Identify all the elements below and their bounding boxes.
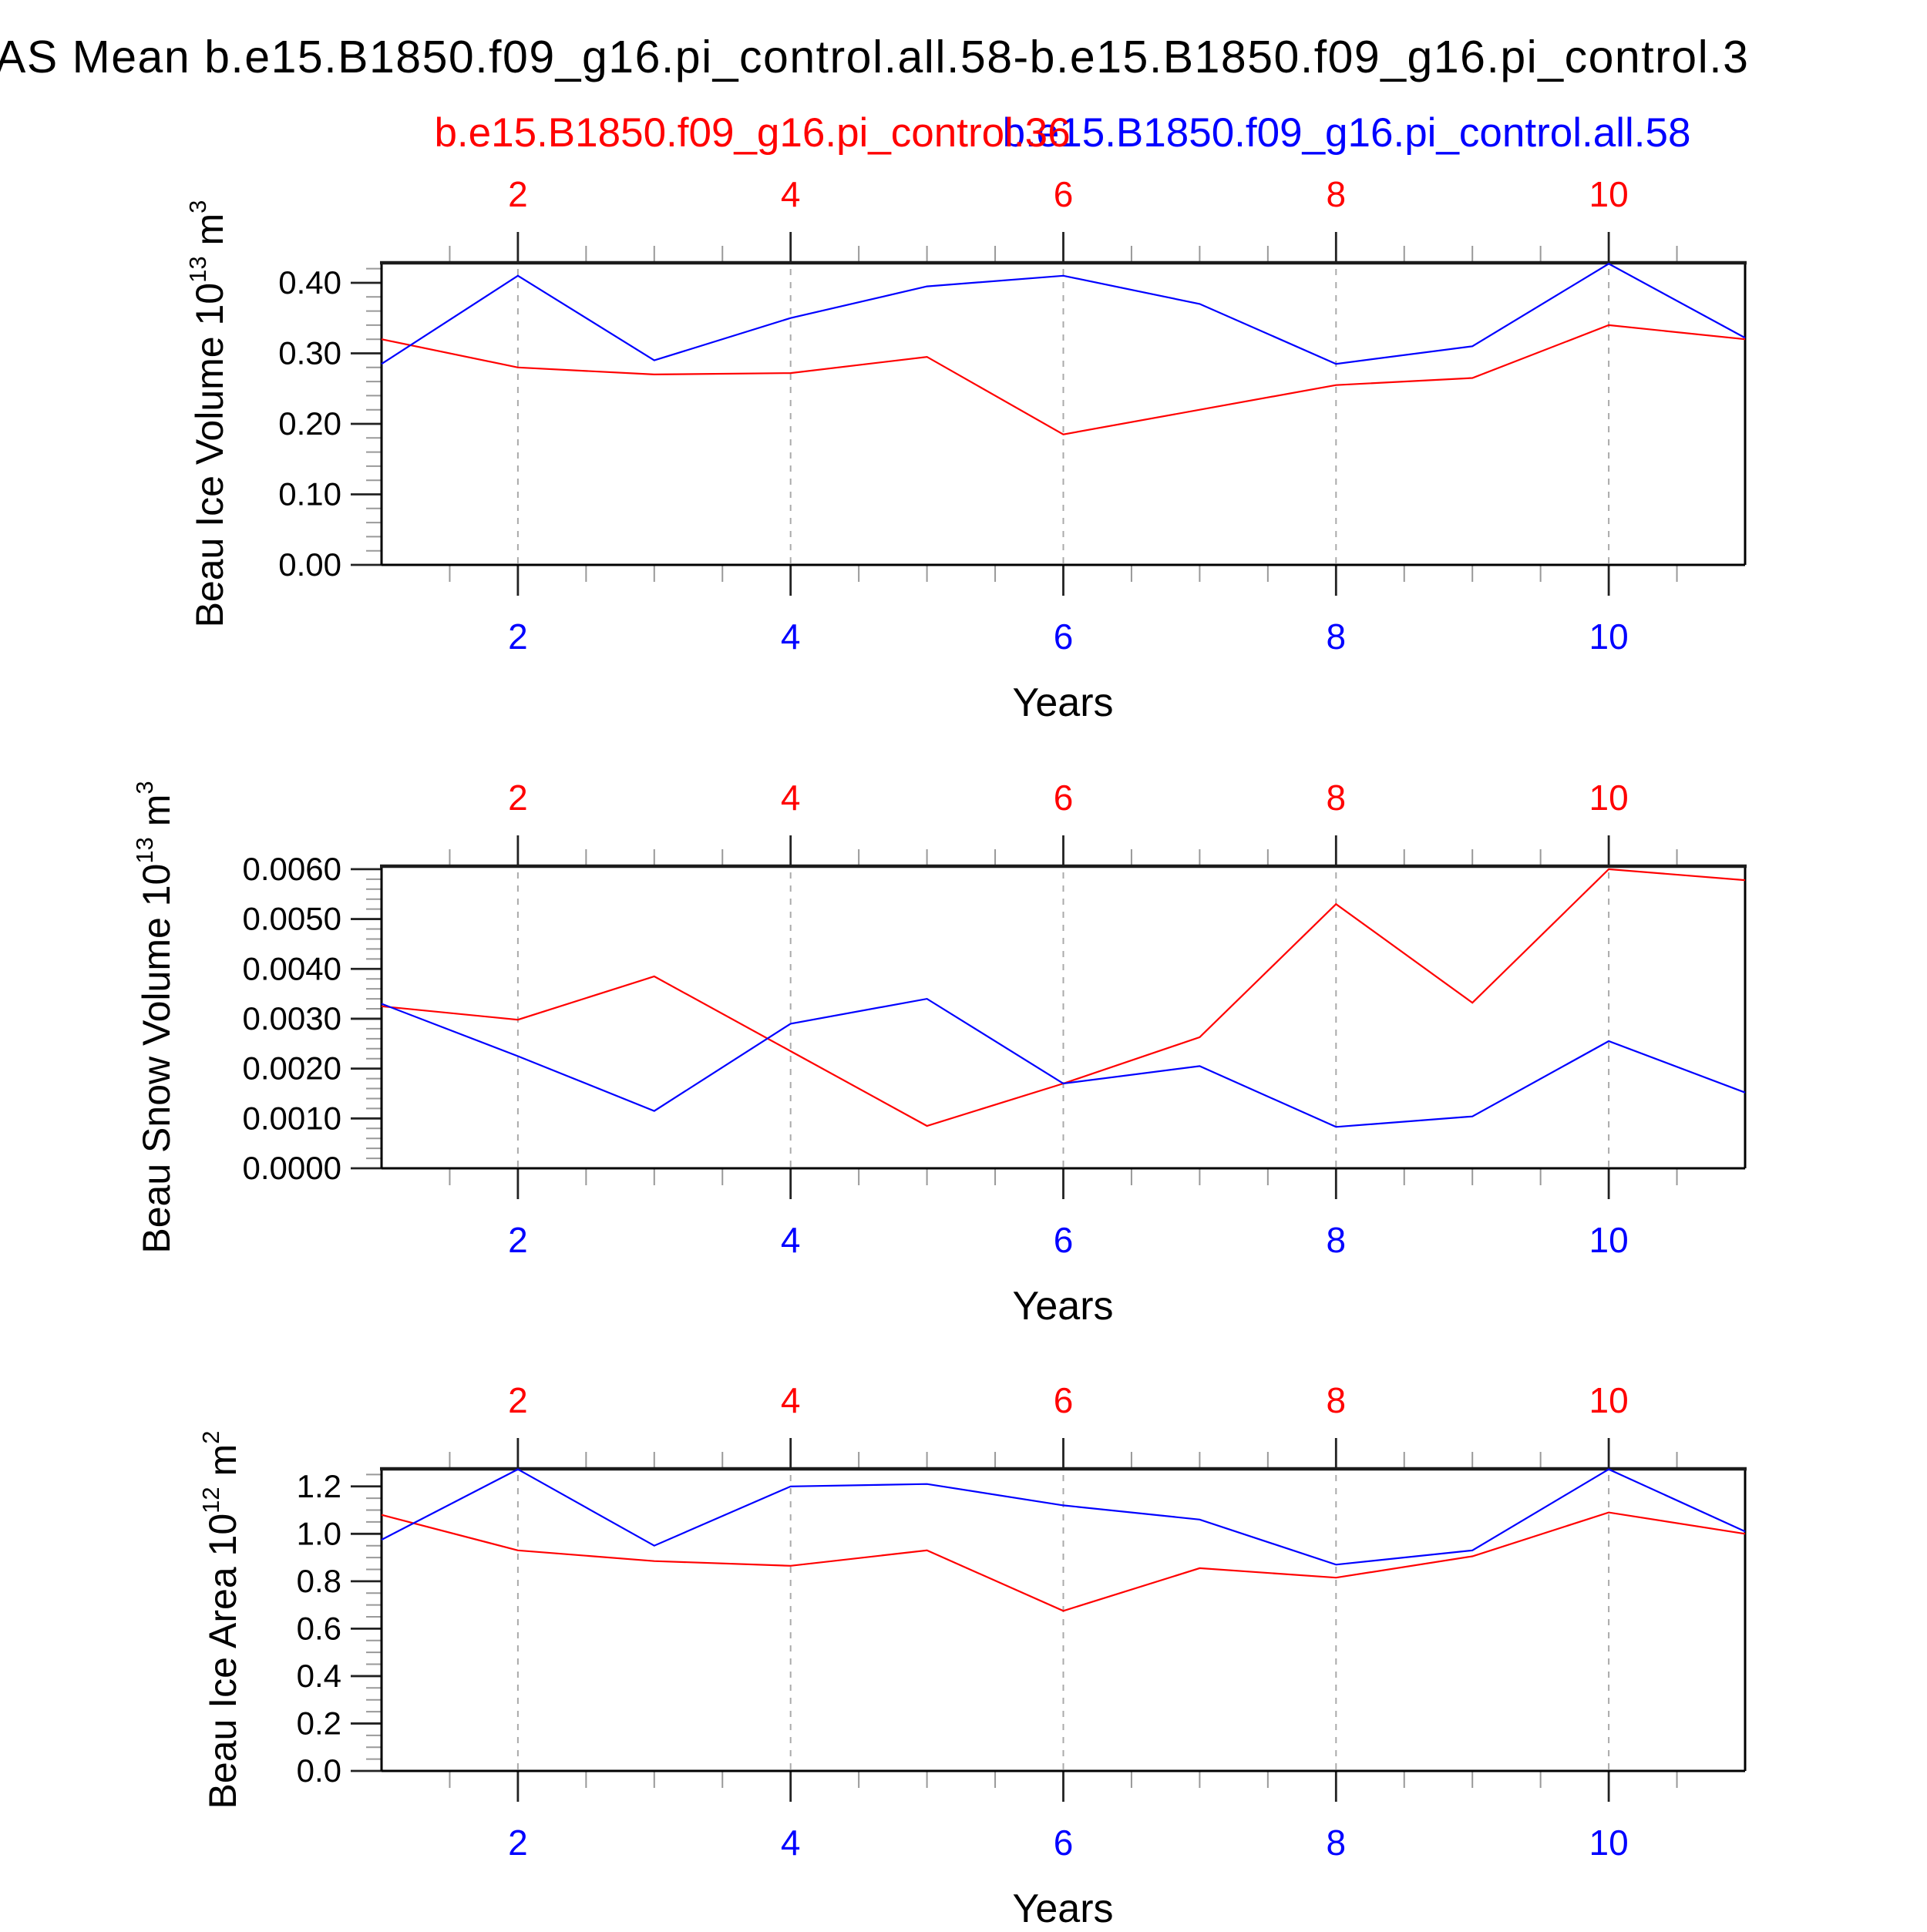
y-axis-tick-label: 0.6 — [297, 1610, 341, 1646]
bottom-axis-tick-label: 4 — [781, 617, 801, 657]
y-axis-title-snow-volume: Beau Snow Volume 1013 m3 — [130, 781, 179, 1254]
top-axis-tick-label: 4 — [781, 1380, 801, 1420]
exponent: 13 — [183, 256, 211, 283]
y-axis-tick-label: 0.0000 — [243, 1150, 341, 1186]
x-axis-title-chart1: Years — [1012, 680, 1114, 725]
top-axis-tick-label: 4 — [781, 778, 801, 818]
y-axis-tick-label: 1.0 — [297, 1515, 341, 1551]
bottom-axis-tick-label: 4 — [781, 1220, 801, 1260]
top-axis-tick-label: 2 — [508, 1380, 528, 1420]
legend-label-red: b.e15.B1850.f09_g16.pi_control.36 — [434, 110, 1071, 156]
y-axis-title-text: Beau Snow Volume 10 — [135, 863, 178, 1254]
y-axis-tick-label: 0.0010 — [243, 1100, 341, 1136]
y-axis-tick-label: 0.0040 — [243, 950, 341, 986]
chart-beau-snow-volume: 2 2 4 4 6 6 8 8 10 10 0.0000 0.0010 0.0020 0.0030 0.00… — [243, 778, 1747, 1260]
series-line-red — [381, 324, 1746, 435]
exponent: 3 — [183, 200, 211, 213]
top-axis-tick-label: 8 — [1327, 174, 1347, 214]
bottom-axis-tick-label: 4 — [781, 1823, 801, 1863]
series-line-blue — [381, 263, 1746, 365]
top-axis-tick-label: 2 — [508, 174, 528, 214]
y-axis-title-ice-area: Beau Ice Area 1012 m2 — [197, 1430, 245, 1809]
top-axis-tick-label: 6 — [1054, 1380, 1074, 1420]
bottom-axis-tick-label: 8 — [1327, 617, 1347, 657]
exponent: 2 — [197, 1430, 224, 1444]
y-axis-title-text: Beau Ice Volume 10 — [188, 282, 231, 628]
y-axis-tick-label: 0.0030 — [243, 1000, 341, 1037]
series-line-blue — [381, 1468, 1746, 1566]
x-axis-title-chart2: Years — [1012, 1284, 1114, 1329]
chart-beau-ice-area: 2 2 4 4 6 6 8 8 10 10 0.0 0.2 0.4 0.6 0.8 1.0 1.2 — [297, 1380, 1747, 1863]
y-axis-tick-label: 1.2 — [297, 1468, 341, 1504]
bottom-axis-tick-label: 6 — [1054, 1220, 1074, 1260]
top-axis-tick-label: 10 — [1589, 778, 1629, 818]
y-axis-tick-label: 0.40 — [278, 264, 341, 301]
y-axis-tick-label: 0.20 — [278, 405, 341, 442]
y-axis-tick-label: 0.00 — [278, 546, 341, 583]
series-line-blue — [381, 997, 1746, 1128]
top-axis-tick-label: 10 — [1589, 1380, 1629, 1420]
chart-beau-ice-volume: 2 2 4 4 6 6 8 8 10 10 0.00 0.10 0.20 0.30 0.40 — [278, 174, 1747, 657]
top-axis-tick-label: 6 — [1054, 174, 1074, 214]
y-axis-tick-label: 0.0 — [297, 1752, 341, 1789]
bottom-axis-tick-label: 8 — [1327, 1220, 1347, 1260]
y-axis-tick-label: 0.0020 — [243, 1050, 341, 1087]
bottom-axis-tick-label: 6 — [1054, 617, 1074, 657]
top-axis-tick-label: 4 — [781, 174, 801, 214]
y-axis-tick-label: 0.10 — [278, 475, 341, 512]
y-axis-title-unit: m — [201, 1443, 244, 1487]
bottom-axis-tick-label: 10 — [1589, 1823, 1629, 1863]
top-axis-tick-label: 2 — [508, 778, 528, 818]
y-axis-title-unit: m — [188, 213, 231, 257]
bottom-axis-tick-label: 2 — [508, 1220, 528, 1260]
top-axis-tick-label: 8 — [1327, 778, 1347, 818]
bottom-axis-tick-label: 10 — [1589, 617, 1629, 657]
y-axis-tick-label: 0.30 — [278, 334, 341, 371]
exponent: 13 — [130, 837, 158, 864]
x-axis-title-chart3: Years — [1012, 1887, 1114, 1931]
y-axis-title-unit: m — [135, 794, 178, 838]
top-axis-tick-label: 8 — [1327, 1380, 1347, 1420]
y-axis-tick-label: 0.2 — [297, 1705, 341, 1741]
bottom-axis-tick-label: 6 — [1054, 1823, 1074, 1863]
y-axis-tick-label: 0.0060 — [243, 851, 341, 887]
y-axis-title-ice-volume: Beau Ice Volume 1013 m3 — [183, 200, 232, 628]
exponent: 12 — [197, 1487, 224, 1514]
top-axis-tick-label: 10 — [1589, 174, 1629, 214]
series-line-red — [381, 1511, 1746, 1612]
legend-label-blue: b.e15.B1850.f09_g16.pi_control.all.58 — [1002, 110, 1691, 156]
y-axis-title-text: Beau Ice Area 10 — [201, 1513, 244, 1809]
bottom-axis-tick-label: 2 — [508, 617, 528, 657]
y-axis-tick-label: 0.4 — [297, 1658, 341, 1694]
top-axis-tick-label: 6 — [1054, 778, 1074, 818]
y-axis-tick-label: 0.0050 — [243, 901, 341, 937]
bottom-axis-tick-label: 8 — [1327, 1823, 1347, 1863]
bottom-axis-tick-label: 2 — [508, 1823, 528, 1863]
exponent: 3 — [130, 781, 158, 795]
bottom-axis-tick-label: 10 — [1589, 1220, 1629, 1260]
plot-title: AS Mean b.e15.B1850.f09_g16.pi_control.a… — [0, 32, 1750, 82]
y-axis-tick-label: 0.8 — [297, 1563, 341, 1599]
